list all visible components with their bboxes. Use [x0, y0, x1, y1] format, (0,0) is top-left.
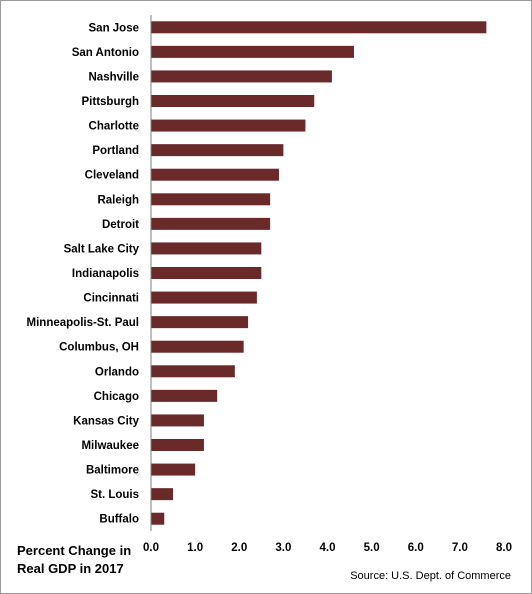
category-label-4: Charlotte: [89, 121, 139, 133]
x-axis-title: Percent Change in Real GDP in 2017: [17, 542, 131, 578]
category-label-19: St. Louis: [90, 489, 139, 501]
bar-3: [151, 95, 315, 107]
bar-4: [151, 119, 306, 132]
bar-5: [151, 144, 284, 157]
bar-0: [151, 21, 487, 34]
bar-14: [151, 365, 235, 378]
bar-18: [151, 463, 196, 476]
category-label-3: Pittsburgh: [82, 96, 140, 108]
category-label-5: Portland: [92, 145, 139, 157]
category-label-1: San Antonio: [72, 47, 139, 59]
bar-19: [151, 488, 174, 501]
x-axis-title-line2: Real GDP in 2017: [17, 561, 124, 576]
bar-2: [151, 70, 332, 83]
bar-9: [151, 242, 262, 255]
x-tick-label-4: 4.0: [320, 542, 336, 554]
category-label-15: Chicago: [94, 391, 139, 403]
category-label-12: Minneapolis-St. Paul: [27, 317, 139, 329]
x-tick-label-8: 8.0: [496, 542, 512, 554]
category-label-20: Buffalo: [99, 514, 139, 526]
x-tick-label-0: 0.0: [143, 542, 159, 554]
bar-13: [151, 340, 244, 353]
x-tick-label-5: 5.0: [364, 542, 380, 554]
category-label-7: Raleigh: [97, 194, 139, 206]
category-label-9: Salt Lake City: [64, 243, 140, 255]
x-tick-label-7: 7.0: [452, 542, 468, 554]
bar-1: [151, 45, 354, 58]
category-label-8: Detroit: [102, 219, 139, 231]
bar-12: [151, 316, 249, 329]
bar-17: [151, 439, 204, 451]
category-label-11: Cincinnati: [83, 293, 139, 305]
bar-7: [151, 193, 271, 206]
x-tick-label-2: 2.0: [231, 542, 247, 554]
x-tick-label-3: 3.0: [275, 542, 291, 554]
category-labels: San Jose San Antonio Nashville Pittsburgh Ch…: [27, 22, 140, 525]
category-label-0: San Jose: [89, 22, 140, 34]
category-label-10: Indianapolis: [72, 268, 139, 280]
bar-20: [151, 512, 165, 525]
x-axis-title-line1: Percent Change in: [17, 543, 132, 558]
bar-6: [151, 168, 279, 181]
category-label-16: Kansas City: [73, 415, 139, 427]
category-label-14: Orlando: [95, 366, 139, 378]
bar-8: [151, 217, 271, 230]
x-tick-label-6: 6.0: [408, 542, 424, 554]
bar-10: [151, 267, 262, 279]
category-label-17: Milwaukee: [81, 440, 139, 452]
bar-11: [151, 291, 257, 304]
category-label-18: Baltimore: [86, 465, 139, 477]
category-label-13: Columbus, OH: [59, 342, 139, 354]
source-note: Source: U.S. Dept. of Commerce: [350, 570, 511, 582]
category-label-2: Nashville: [89, 71, 140, 83]
x-tick-labels: 0.0 1.0 2.0 3.0 4.0 5.0 6.0 7.0 8.0: [143, 542, 512, 554]
bar-15: [151, 389, 218, 402]
bars-group: [151, 21, 487, 525]
category-label-6: Cleveland: [85, 170, 139, 182]
x-tick-label-1: 1.0: [187, 542, 203, 554]
bar-16: [151, 414, 204, 427]
